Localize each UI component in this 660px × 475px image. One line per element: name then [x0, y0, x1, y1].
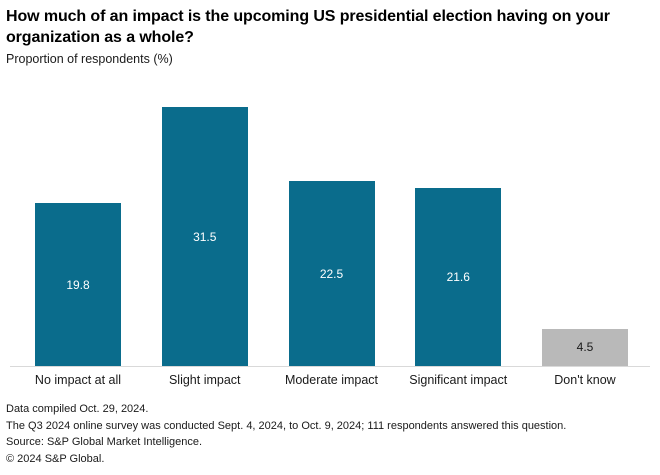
- bar-moderate-impact: 22.5: [288, 181, 375, 366]
- bar-value-label: 22.5: [319, 266, 344, 281]
- footnote-source: Source: S&P Global Market Intelligence.: [6, 436, 203, 448]
- bar-value-label: 21.6: [446, 270, 470, 285]
- footnote-data-compiled: Data compiled Oct. 29, 2024.: [6, 403, 149, 415]
- bar-value-label: 4.5: [576, 340, 594, 355]
- bar-slight-impact: 31.5: [161, 107, 248, 366]
- x-axis-line: [10, 366, 650, 367]
- bar-significant-impact: 21.6: [415, 188, 502, 366]
- category-label-significant-impact: Significant impact: [409, 373, 508, 387]
- footnotes: Data compiled Oct. 29, 2024. The Q3 2024…: [6, 401, 656, 467]
- chart-subtitle: Proportion of respondents (%): [6, 52, 173, 66]
- bar-don-t-know: 4.5: [542, 329, 628, 366]
- category-label-slight-impact: Slight impact: [168, 373, 241, 387]
- category-label-don-t-know: Don't know: [554, 373, 616, 387]
- footnote-survey-details: The Q3 2024 online survey was conducted …: [6, 419, 567, 432]
- bar-no-impact-at-all: 19.8: [35, 203, 121, 366]
- category-label-moderate-impact: Moderate impact: [284, 373, 379, 387]
- chart-title: How much of an impact is the upcoming US…: [6, 8, 610, 46]
- footnote-copyright: © 2024 S&P Global.: [6, 452, 105, 465]
- bar-value-label: 19.8: [66, 277, 90, 292]
- bar-value-label: 31.5: [193, 229, 217, 244]
- category-label-no-impact-at-all: No impact at all: [34, 373, 122, 387]
